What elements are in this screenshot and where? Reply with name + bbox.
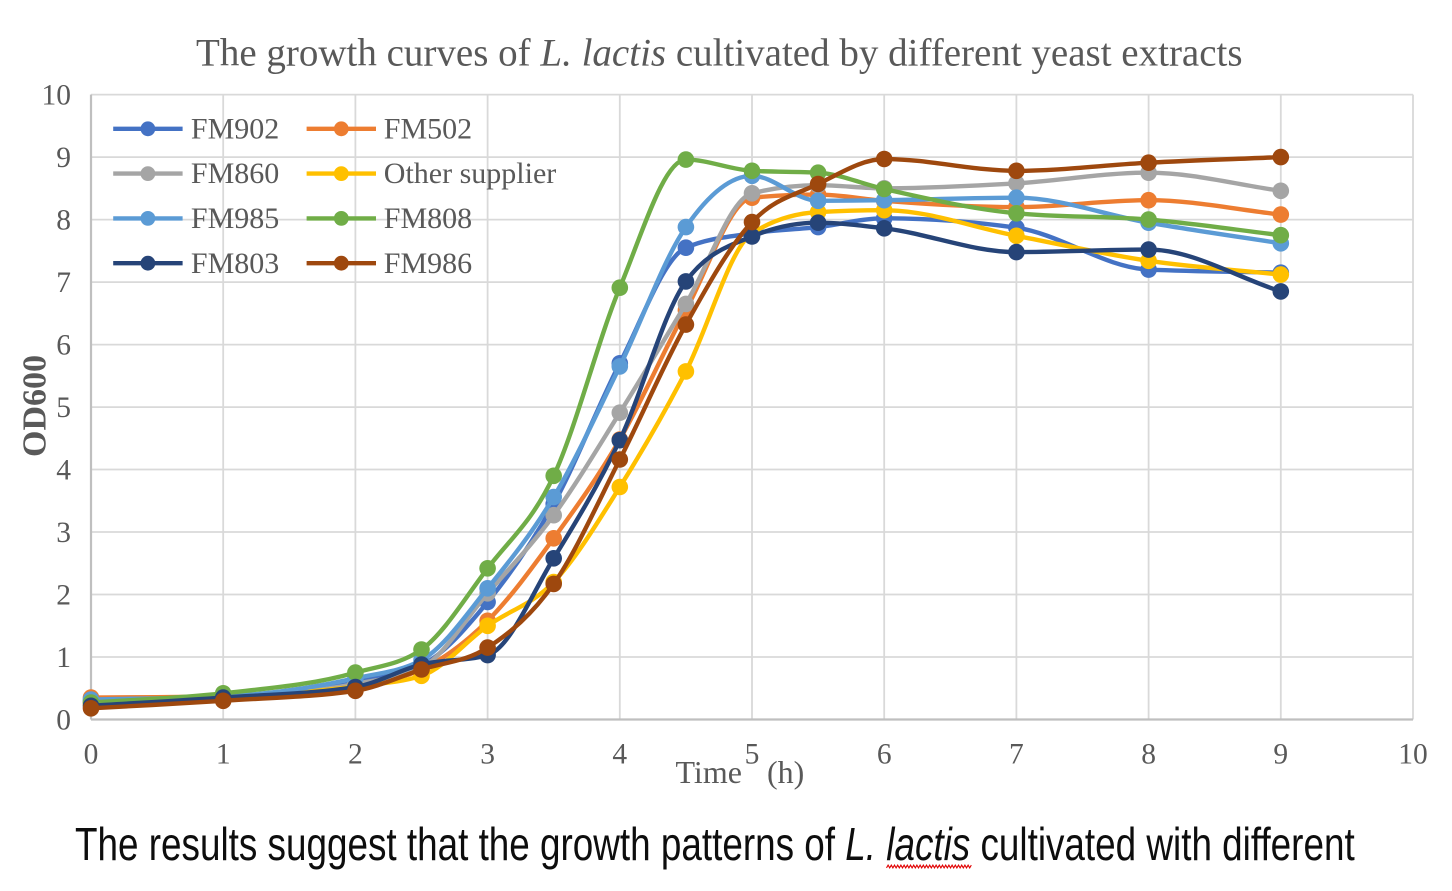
- svg-text:6: 6: [56, 330, 71, 362]
- svg-text:FM985: FM985: [191, 202, 279, 235]
- svg-text:FM808: FM808: [384, 202, 472, 235]
- svg-text:7: 7: [56, 267, 71, 299]
- svg-text:4: 4: [56, 454, 71, 486]
- svg-text:The growth curves of L. lactis: The growth curves of L. lactis cultivate…: [196, 31, 1243, 74]
- svg-text:5: 5: [56, 392, 71, 424]
- svg-text:2: 2: [348, 739, 363, 771]
- svg-text:FM803: FM803: [191, 247, 279, 280]
- svg-text:1: 1: [56, 642, 71, 674]
- svg-text:0: 0: [84, 739, 99, 771]
- svg-text:2: 2: [56, 579, 71, 611]
- svg-text:(h): (h): [767, 754, 804, 790]
- svg-text:Other supplier: Other supplier: [384, 157, 556, 190]
- svg-text:FM986: FM986: [384, 247, 472, 280]
- svg-text:8: 8: [1141, 739, 1156, 771]
- svg-text:0: 0: [56, 704, 71, 736]
- svg-text:7: 7: [1009, 739, 1024, 771]
- svg-text:10: 10: [1398, 739, 1428, 771]
- svg-text:FM860: FM860: [191, 157, 279, 190]
- svg-text:10: 10: [42, 80, 72, 112]
- svg-text:3: 3: [56, 517, 71, 549]
- svg-text:3: 3: [480, 739, 495, 771]
- svg-text:9: 9: [56, 142, 71, 174]
- svg-text:The results suggest that the g: The results suggest that the growth patt…: [75, 818, 1355, 870]
- svg-text:8: 8: [56, 205, 71, 237]
- svg-text:FM502: FM502: [384, 112, 472, 145]
- svg-text:9: 9: [1273, 739, 1288, 771]
- svg-text:5: 5: [745, 739, 760, 771]
- svg-text:1: 1: [216, 739, 231, 771]
- svg-text:FM902: FM902: [191, 112, 279, 145]
- svg-text:OD600: OD600: [17, 355, 54, 457]
- svg-text:Time: Time: [676, 754, 742, 790]
- svg-text:4: 4: [612, 739, 627, 771]
- svg-text:6: 6: [877, 739, 892, 771]
